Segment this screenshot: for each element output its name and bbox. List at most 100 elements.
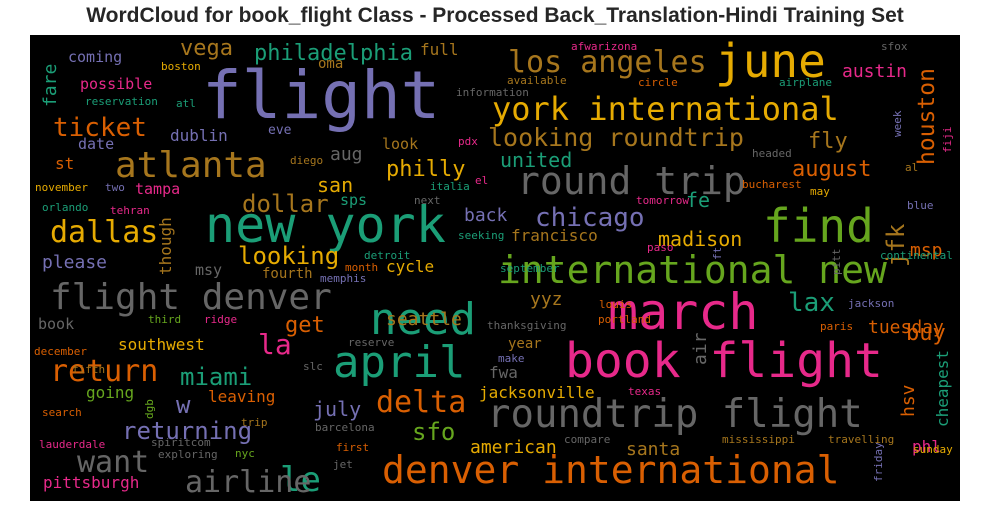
word-pitt: pitt — [830, 248, 843, 276]
word-madison: madison — [658, 227, 743, 251]
word-atlanta: atlanta — [115, 145, 267, 186]
word-fly: fly — [808, 129, 848, 154]
word-fifth: fifth — [72, 363, 106, 376]
word-fe: fe — [686, 188, 711, 212]
word-airline: airline — [185, 465, 312, 500]
word-airplane: airplane — [779, 76, 832, 89]
word-mississippi: mississippi — [722, 433, 795, 446]
word-american: american — [470, 437, 557, 458]
word-exploring: exploring — [158, 448, 218, 461]
word-search: search — [42, 406, 82, 419]
word-returning: returning — [122, 417, 253, 445]
word-circle: circle — [638, 76, 678, 89]
word-ticket: ticket — [53, 113, 147, 143]
word-louis: louis — [599, 298, 633, 311]
word-first: first — [336, 441, 370, 454]
word-sfo: sfo — [412, 418, 456, 446]
word-available: available — [507, 74, 567, 87]
word-jackson: jackson — [848, 297, 895, 310]
word-dublin: dublin — [170, 126, 228, 145]
word-ridge: ridge — [204, 313, 238, 326]
word-tampa: tampa — [135, 180, 181, 198]
word-travelling: travelling — [828, 433, 895, 446]
word-yyz: yyz — [530, 289, 563, 310]
word-miami: miami — [180, 363, 253, 391]
word-may: may — [810, 185, 830, 198]
word-going: going — [86, 383, 135, 402]
word-cycle: cycle — [386, 257, 435, 276]
word-san: san — [317, 173, 354, 197]
word-portland: portland — [598, 313, 651, 326]
word-date: date — [78, 135, 115, 153]
word-st: st — [55, 154, 75, 173]
word-texas: texas — [628, 385, 662, 398]
word-southwest: southwest — [118, 335, 205, 354]
word-get: get — [285, 313, 325, 338]
word-looking-roundtrip: looking roundtrip — [488, 123, 744, 152]
word-detroit: detroit — [364, 249, 411, 262]
word-paris: paris — [820, 320, 854, 333]
word-seattle: seattle — [386, 309, 462, 330]
word-coming: coming — [68, 48, 123, 66]
word-look: look — [382, 135, 419, 153]
word-delta: delta — [376, 385, 467, 420]
word-denver-international: denver international — [382, 448, 840, 492]
word-friday: friday — [872, 442, 885, 482]
word-november: november — [35, 181, 88, 194]
word-diego: diego — [290, 154, 324, 167]
word-italia: italia — [430, 180, 470, 193]
word-make: make — [498, 352, 525, 365]
word-lax: lax — [788, 288, 835, 318]
word-august: august — [792, 157, 872, 182]
word-month: month — [345, 261, 379, 274]
word-july: july — [313, 397, 362, 421]
word-philly: philly — [386, 157, 466, 182]
word-next: next — [414, 194, 441, 207]
word-oma: oma — [318, 56, 344, 72]
word-austin: austin — [842, 61, 908, 82]
word-flight: flight — [202, 57, 441, 134]
word-want: want — [77, 445, 150, 480]
word-spiritcom: spiritcom — [151, 436, 211, 449]
word-find: find — [763, 199, 874, 253]
word-tehran: tehran — [110, 204, 150, 217]
word-tuesday: tuesday — [868, 317, 944, 338]
word-week: week — [891, 110, 904, 138]
word-vega: vega — [180, 36, 233, 61]
word-lauderdale: lauderdale — [39, 438, 106, 451]
word-hsv: hsv — [898, 384, 919, 417]
word-international-new: international new — [498, 248, 887, 292]
word-back: back — [464, 205, 508, 226]
word-msp: msp — [910, 240, 943, 261]
word-book: book — [38, 315, 75, 333]
word-atl: atl — [176, 97, 196, 110]
word-philadelphia: philadelphia — [254, 41, 413, 66]
word-year: year — [508, 336, 542, 352]
word-united: united — [500, 148, 573, 172]
word-aug: aug — [330, 144, 363, 165]
word-december: december — [34, 345, 87, 358]
word-pdx: pdx — [458, 135, 478, 148]
word-cheapest: cheapest — [933, 349, 952, 427]
word-though: though — [156, 217, 175, 275]
word-sps: sps — [340, 191, 368, 209]
word-al: al — [905, 161, 919, 174]
word-dollar: dollar — [242, 190, 329, 218]
word-ft: ft — [711, 246, 724, 260]
word-fourth: fourth — [262, 266, 313, 282]
word-seeking: seeking — [458, 229, 505, 242]
word-paso: paso — [647, 241, 674, 254]
word-march: march — [608, 283, 759, 341]
word-afwarizona: afwarizona — [571, 40, 638, 53]
word-fwa: fwa — [489, 363, 518, 382]
word-buy: buy — [906, 321, 946, 346]
word-september: september — [500, 262, 560, 275]
word-chicago: chicago — [535, 203, 645, 233]
word-pittsburgh: pittsburgh — [43, 473, 140, 492]
word-memphis: memphis — [320, 272, 367, 285]
word-round-trip: round trip — [517, 159, 746, 203]
word-le: le — [280, 460, 321, 500]
word-possible: possible — [80, 75, 153, 93]
word-bucharest: bucharest — [742, 178, 802, 191]
word-slc: slc — [303, 360, 323, 373]
